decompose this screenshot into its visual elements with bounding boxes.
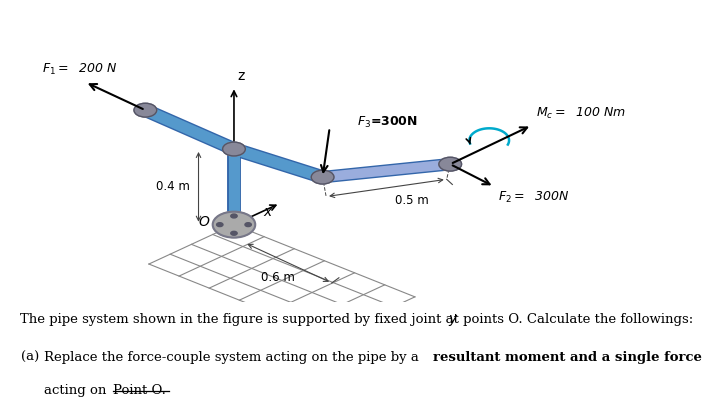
Text: x: x bbox=[263, 205, 272, 220]
Text: 0.6 m: 0.6 m bbox=[261, 270, 294, 284]
Text: acting on: acting on bbox=[44, 384, 111, 397]
Text: $F_3$=300N: $F_3$=300N bbox=[357, 115, 418, 130]
Circle shape bbox=[216, 223, 223, 226]
Circle shape bbox=[213, 212, 255, 238]
Circle shape bbox=[311, 170, 334, 184]
Text: $F_2 = $  300N: $F_2 = $ 300N bbox=[498, 190, 570, 205]
Circle shape bbox=[245, 223, 252, 226]
Text: The pipe system shown in the figure is supported by fixed joint at points O. Cal: The pipe system shown in the figure is s… bbox=[20, 313, 693, 326]
Text: 0.4 m: 0.4 m bbox=[156, 180, 190, 193]
Text: Replace the force-couple system acting on the pipe by a: Replace the force-couple system acting o… bbox=[44, 351, 423, 364]
Text: Point O.: Point O. bbox=[113, 384, 167, 397]
Circle shape bbox=[223, 142, 245, 156]
Circle shape bbox=[230, 231, 237, 235]
Text: 0.5 m: 0.5 m bbox=[395, 194, 429, 207]
Text: resultant moment and a single force: resultant moment and a single force bbox=[433, 351, 702, 364]
Circle shape bbox=[439, 157, 462, 171]
Circle shape bbox=[134, 103, 157, 117]
Text: O: O bbox=[199, 215, 210, 229]
Text: $F_1 = $  200 N: $F_1 = $ 200 N bbox=[42, 62, 117, 77]
Text: (a): (a) bbox=[21, 351, 40, 364]
Text: z: z bbox=[238, 69, 245, 83]
Circle shape bbox=[230, 214, 237, 218]
Text: y: y bbox=[448, 312, 457, 326]
Text: $M_c = $  100 Nm: $M_c = $ 100 Nm bbox=[536, 106, 626, 121]
